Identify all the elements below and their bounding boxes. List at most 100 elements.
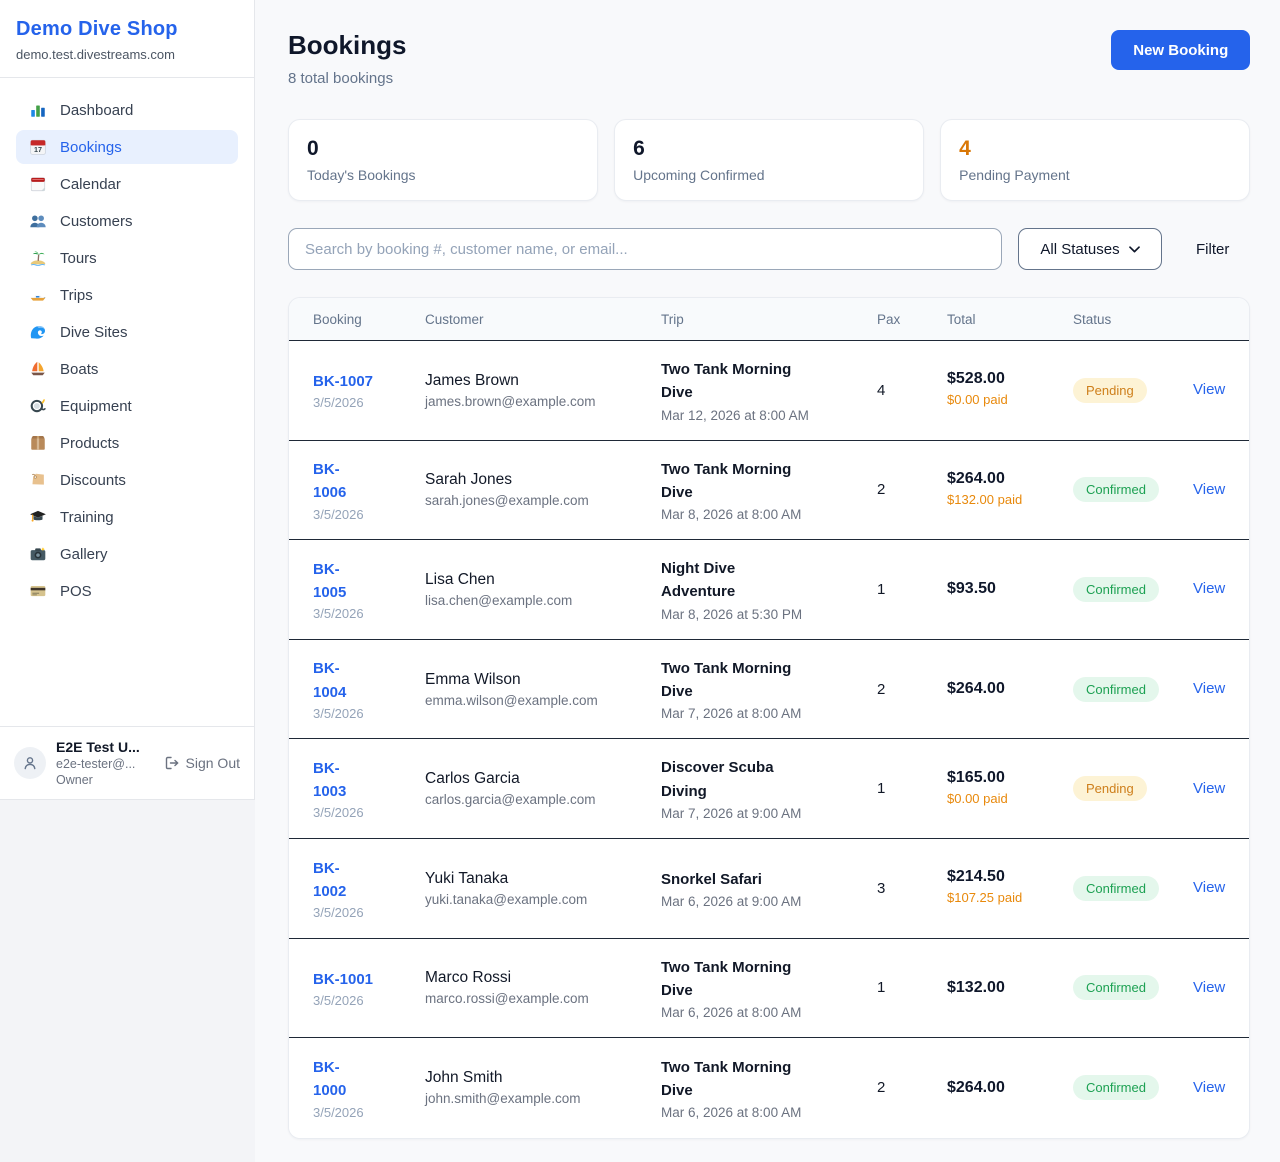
stat-label: Upcoming Confirmed — [633, 167, 765, 183]
total-amount: $214.50 — [947, 868, 1005, 886]
total-cell: $165.00 $0.00 paid — [947, 769, 1073, 809]
status-badge: Pending — [1073, 377, 1147, 403]
sidebar-item-label: Bookings — [60, 138, 122, 156]
total-amount: $264.00 — [947, 680, 1005, 698]
booking-id-link[interactable]: BK-1002 — [313, 859, 347, 900]
sidebar-item-customers[interactable]: Customers — [16, 204, 238, 238]
booking-id-link[interactable]: BK-1000 — [313, 1059, 347, 1100]
booking-cell: BK-1001 3/5/2026 — [313, 968, 425, 1008]
column-header-customer: Customer — [425, 311, 484, 327]
view-link[interactable]: View — [1193, 480, 1226, 498]
sidebar-nav: Dashboard 17 Bookings Calendar Customers… — [0, 78, 254, 726]
shop-domain: demo.test.divestreams.com — [16, 47, 175, 62]
view-link[interactable]: View — [1193, 879, 1226, 897]
speedboat-icon — [29, 286, 47, 304]
sidebar-item-training[interactable]: Training — [16, 500, 238, 534]
column-header-pax: Pax — [877, 311, 901, 327]
status-filter-select[interactable]: All Statuses — [1018, 228, 1162, 270]
trip-datetime: Mar 8, 2026 at 8:00 AM — [661, 507, 802, 523]
booking-id-link[interactable]: BK-1007 — [313, 373, 374, 391]
booking-id-link[interactable]: BK-1006 — [313, 461, 347, 502]
total-amount: $264.00 — [947, 469, 1005, 487]
sidebar-item-bookings[interactable]: 17 Bookings — [16, 130, 238, 164]
total-amount: $93.50 — [947, 580, 996, 598]
new-booking-button[interactable]: New Booking — [1111, 30, 1251, 70]
trip-name: Two Tank Morning Dive — [661, 659, 792, 701]
sidebar-item-products[interactable]: Products — [16, 426, 238, 460]
status-badge: Pending — [1073, 776, 1147, 802]
table-row: BK-1003 3/5/2026 Carlos Garcia carlos.ga… — [289, 739, 1250, 839]
customer-cell: Emma Wilson emma.wilson@example.com — [425, 671, 661, 708]
sidebar-item-equipment[interactable]: Equipment — [16, 389, 238, 423]
sidebar-item-label: Dashboard — [60, 101, 134, 119]
pax-count: 2 — [877, 1079, 886, 1097]
booking-id-link[interactable]: BK-1004 — [313, 660, 347, 701]
view-link[interactable]: View — [1193, 580, 1226, 598]
total-amount: $165.00 — [947, 768, 1005, 786]
sidebar-item-discounts[interactable]: Discounts — [16, 463, 238, 497]
customer-email: sarah.jones@example.com — [425, 493, 589, 509]
sidebar-item-gallery[interactable]: Gallery — [16, 537, 238, 571]
pax-count: 2 — [877, 680, 886, 698]
trip-cell: Night Dive Adventure Mar 8, 2026 at 5:30… — [661, 557, 877, 622]
graduation-cap-icon — [29, 508, 47, 526]
view-link[interactable]: View — [1193, 978, 1226, 996]
pax-count: 4 — [877, 381, 886, 399]
booking-id-link[interactable]: BK-1003 — [313, 759, 347, 801]
trip-cell: Discover Scuba Diving Mar 7, 2026 at 9:0… — [661, 756, 877, 821]
view-link[interactable]: View — [1193, 381, 1226, 399]
bookings-table: Booking Customer Trip Pax Total Status B… — [288, 297, 1251, 1139]
status-cell: Confirmed — [1073, 875, 1193, 901]
actions-cell: View — [1193, 381, 1225, 399]
wave-icon — [29, 323, 47, 341]
sign-out-icon — [164, 755, 180, 771]
column-header-trip: Trip — [661, 311, 684, 327]
table-row: BK-1007 3/5/2026 James Brown james.brown… — [289, 341, 1250, 441]
people-icon — [29, 212, 47, 230]
sidebar-item-trips[interactable]: Trips — [16, 278, 238, 312]
table-row: BK-1000 3/5/2026 John Smith john.smith@e… — [289, 1038, 1250, 1138]
customer-cell: Sarah Jones sarah.jones@example.com — [425, 471, 661, 508]
sidebar-item-tours[interactable]: Tours — [16, 241, 238, 275]
trip-name: Discover Scuba Diving — [661, 759, 774, 800]
trip-datetime: Mar 6, 2026 at 9:00 AM — [661, 893, 802, 909]
booking-id-link[interactable]: BK-1001 — [313, 970, 374, 988]
actions-cell: View — [1193, 979, 1225, 997]
user-footer: E2E Test U... e2e-tester@... Owner Sign … — [0, 726, 254, 799]
table-row: BK-1006 3/5/2026 Sarah Jones sarah.jones… — [289, 440, 1250, 541]
view-link[interactable]: View — [1193, 680, 1226, 698]
status-badge: Confirmed — [1073, 676, 1159, 702]
sidebar-item-dive-sites[interactable]: Dive Sites — [16, 315, 238, 349]
stat-value: 4 — [959, 137, 971, 160]
search-input[interactable] — [288, 228, 1002, 270]
customer-cell: James Brown james.brown@example.com — [425, 372, 661, 409]
table-row: BK-1004 3/5/2026 Emma Wilson emma.wilson… — [289, 639, 1250, 740]
sidebar-item-label: Gallery — [60, 545, 108, 563]
sidebar-item-dashboard[interactable]: Dashboard — [16, 93, 238, 127]
filter-button[interactable]: Filter — [1196, 240, 1230, 258]
booking-date: 3/5/2026 — [313, 1104, 364, 1120]
column-header-status: Status — [1073, 311, 1112, 327]
status-cell: Pending — [1073, 776, 1193, 802]
view-link[interactable]: View — [1193, 1078, 1226, 1096]
shop-name: Demo Dive Shop — [16, 18, 178, 40]
sidebar-item-boats[interactable]: Boats — [16, 352, 238, 386]
stat-card-todays-bookings: 0 Today's Bookings — [288, 119, 599, 201]
booking-id-link[interactable]: BK-1005 — [313, 560, 347, 601]
sidebar-item-label: Calendar — [60, 175, 121, 193]
pax-count: 2 — [877, 481, 886, 499]
view-link[interactable]: View — [1193, 779, 1226, 797]
paid-amount: $132.00 paid — [947, 491, 1023, 507]
sidebar-item-pos[interactable]: POS — [16, 574, 238, 608]
sidebar-item-label: Dive Sites — [60, 323, 128, 341]
sidebar-item-label: Customers — [60, 212, 133, 230]
person-icon — [24, 757, 36, 770]
booking-cell: BK-1006 3/5/2026 — [313, 458, 425, 522]
total-amount: $132.00 — [947, 978, 1005, 996]
sidebar-item-calendar[interactable]: Calendar — [16, 167, 238, 201]
pax-count: 1 — [877, 580, 886, 598]
trip-datetime: Mar 7, 2026 at 9:00 AM — [661, 805, 802, 821]
sign-out-button[interactable]: Sign Out — [164, 755, 240, 771]
sidebar-item-label: POS — [60, 582, 92, 600]
